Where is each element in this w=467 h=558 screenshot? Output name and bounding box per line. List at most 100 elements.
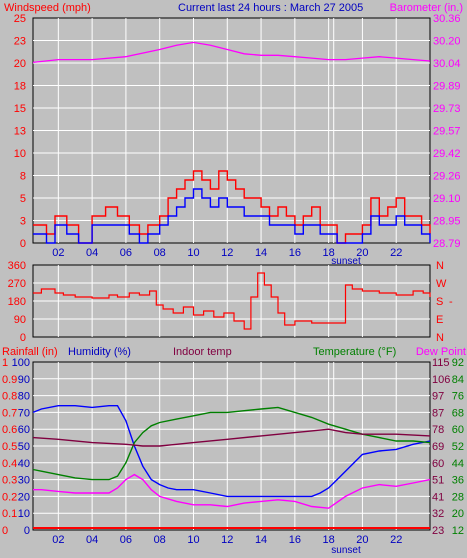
hour-tick-label: 18 [323,247,335,259]
rainfall-tick-label: 0.5 [2,441,17,453]
rainfall-tick-label: 0.3 [2,475,17,487]
barometer-axis-title: Barometer (in.) [390,2,463,14]
humidity-series-line [32,405,431,498]
hour-tick-label: 14 [255,247,267,259]
hour-tick-label: 16 [289,534,301,546]
hour-tick-label: 02 [52,247,64,259]
direction-grid [33,265,430,337]
hour-tick-label: 12 [221,247,233,259]
temperature-tick-label: 76 [452,391,464,403]
wind-direction-panel: 0 N 90 E 180 S 270 W 360 N - [8,260,453,344]
hour-tick-label: 04 [86,534,98,546]
humidity-tick-label: 20 [18,491,30,503]
rainfall-tick-label: 0.4 [2,458,17,470]
barometer-tick-label: 29.57 [433,126,461,138]
barometer-series-line [32,41,431,64]
indoor-tick-label: 97 [432,391,444,403]
direction-series-line [33,272,431,330]
wind-tick-label: 3 [20,216,26,228]
rainfall-axis-title: Rainfall (in) [2,346,58,358]
chart-title: Current last 24 hours : March 27 2005 [178,2,363,14]
direction-tick-label: 360 [8,260,26,272]
wind-barometer-panel: 0 28.79 3 28.95 5 29.10 8 29.26 10 29.42 13 29.57 15… [4,2,463,267]
rainfall-tick-label: 0.8 [2,391,17,403]
temperature-series-line [32,406,431,481]
wind-tick-label: 8 [20,171,26,183]
temperature-tick-label: 52 [452,441,464,453]
indoor-series-line [32,428,431,447]
temperature-tick-label: 20 [452,508,464,520]
sunset-label-bottom: sunset [331,545,361,556]
hour-tick-label: 20 [356,247,368,259]
hour-tick-label: 14 [255,534,267,546]
temperature-tick-label: 36 [452,475,464,487]
indoor-tick-label: 60 [432,458,444,470]
indoor-tick-label: 78 [432,424,444,436]
wind-tick-label: 18 [14,81,26,93]
hour-tick-label: 06 [120,247,132,259]
temperature-axis-title: Temperature (°F) [313,346,396,358]
windspeed-axis-title: Windspeed (mph) [4,2,91,14]
direction-dash-label: - [449,296,453,308]
wind-tick-labels: 0 28.79 3 28.95 5 29.10 8 29.26 10 29.42 13 29.57 15… [14,13,461,259]
temperature-tick-label: 12 [452,525,464,537]
wind-tick-label: 20 [14,58,26,70]
indoor-tick-label: 51 [432,475,444,487]
indoor-tick-label: 106 [432,374,450,386]
temperature-humidity-panel: 0 0 23 120.1 10 32 200.2 20 41 280.3 30 51 360.4 40 60… [2,346,466,556]
direction-tick-label: 90 [14,314,26,326]
humidity-axis-title: Humidity (%) [68,346,131,358]
barometer-tick-label: 30.36 [433,13,461,25]
barometer-tick-label: 29.10 [433,193,461,205]
compass-tick-label: N [436,260,444,272]
indoor-tick-label: 32 [432,508,444,520]
hour-tick-label: 02 [52,534,64,546]
compass-tick-label: E [436,314,443,326]
direction-tick-label: 270 [8,278,26,290]
rainfall-tick-label: 1 [2,357,8,369]
temp-tick-labels: 0 0 23 120.1 10 32 200.2 20 41 280.3 30 51 360.4 40 60… [2,357,464,546]
humidity-tick-label: 50 [18,441,30,453]
humidity-tick-label: 30 [18,475,30,487]
humidity-tick-label: 10 [18,508,30,520]
rainfall-tick-label: 0.9 [2,374,17,386]
wind-tick-label: 15 [14,103,26,115]
barometer-tick-label: 29.26 [433,171,461,183]
hour-tick-label: 22 [390,534,402,546]
temperature-tick-label: 44 [452,458,464,470]
hour-tick-label: 06 [120,534,132,546]
compass-tick-label: N [436,332,444,344]
wind-tick-label: 10 [14,148,26,160]
wind-tick-label: 0 [20,238,26,250]
hour-tick-label: 04 [86,247,98,259]
hour-tick-label: 16 [289,247,301,259]
direction-series [33,272,431,330]
indoor-tick-label: 115 [432,357,450,369]
humidity-tick-label: 40 [18,458,30,470]
wind-tick-label: 5 [20,193,26,205]
barometer-tick-label: 28.79 [433,238,461,250]
humidity-tick-label: 0 [24,525,30,537]
wind-series [32,41,431,244]
sunset-label-top: sunset [331,256,361,267]
hour-tick-label: 08 [154,247,166,259]
wind-tick-label: 13 [14,126,26,138]
humidity-tick-label: 90 [18,374,30,386]
temperature-tick-label: 28 [452,491,464,503]
rainfall-tick-label: 0 [2,525,8,537]
rainfall-tick-label: 0.7 [2,407,17,419]
humidity-tick-label: 100 [12,357,30,369]
indoor-tick-label: 41 [432,491,444,503]
barometer-tick-label: 29.89 [433,81,461,93]
temp-series [32,405,431,529]
indoor-tick-label: 23 [432,525,444,537]
hour-tick-label: 20 [356,534,368,546]
indoor-tick-label: 69 [432,441,444,453]
barometer-tick-label: 29.42 [433,148,461,160]
hour-tick-label: 12 [221,534,233,546]
barometer-tick-label: 29.73 [433,103,461,115]
barometer-tick-label: 28.95 [433,216,461,228]
hour-tick-label: 10 [187,534,199,546]
dewpoint-series-line [33,473,431,509]
